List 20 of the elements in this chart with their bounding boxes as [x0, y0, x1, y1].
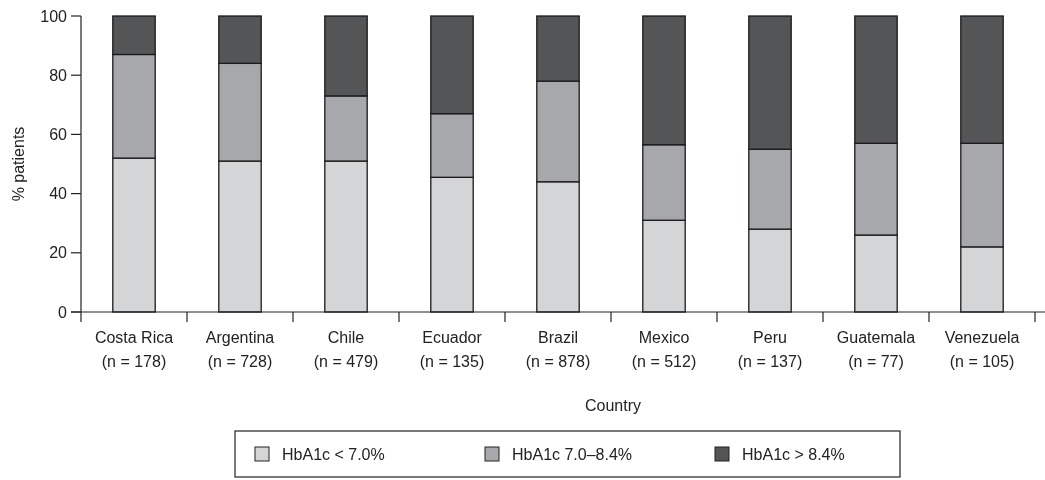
x-tick-label: Guatemala (n = 77)	[836, 329, 916, 370]
y-tick-label: 100	[40, 7, 68, 25]
y-tick-label: 20	[49, 244, 68, 262]
x-tick-label: Chile (n = 479)	[313, 329, 379, 370]
x-tick-label: Peru (n = 137)	[737, 329, 803, 370]
y-tick-label: 40	[49, 185, 68, 203]
y-tick-label: 80	[49, 66, 68, 84]
x-tick-label: Argentina (n = 728)	[205, 329, 275, 370]
legend-label: HbA1c 7.0–8.4%	[512, 445, 633, 463]
legend-label: HbA1c < 7.0%	[282, 445, 385, 463]
x-tick-label: Mexico (n = 512)	[631, 329, 697, 370]
x-axis-title: Country	[584, 397, 642, 414]
y-tick-label: 0	[58, 303, 68, 321]
x-tick-label: Brazil (n = 878)	[525, 329, 591, 370]
legend-label: HbA1c > 8.4%	[742, 445, 845, 463]
y-tick-label: 60	[49, 126, 68, 143]
y-axis-title: % patients	[10, 126, 27, 202]
x-tick-label: Costa Rica (n = 178)	[94, 329, 174, 370]
x-tick-label: Ecuador (n = 135)	[419, 329, 485, 370]
x-tick-label: Venezuela (n = 105)	[944, 329, 1020, 370]
